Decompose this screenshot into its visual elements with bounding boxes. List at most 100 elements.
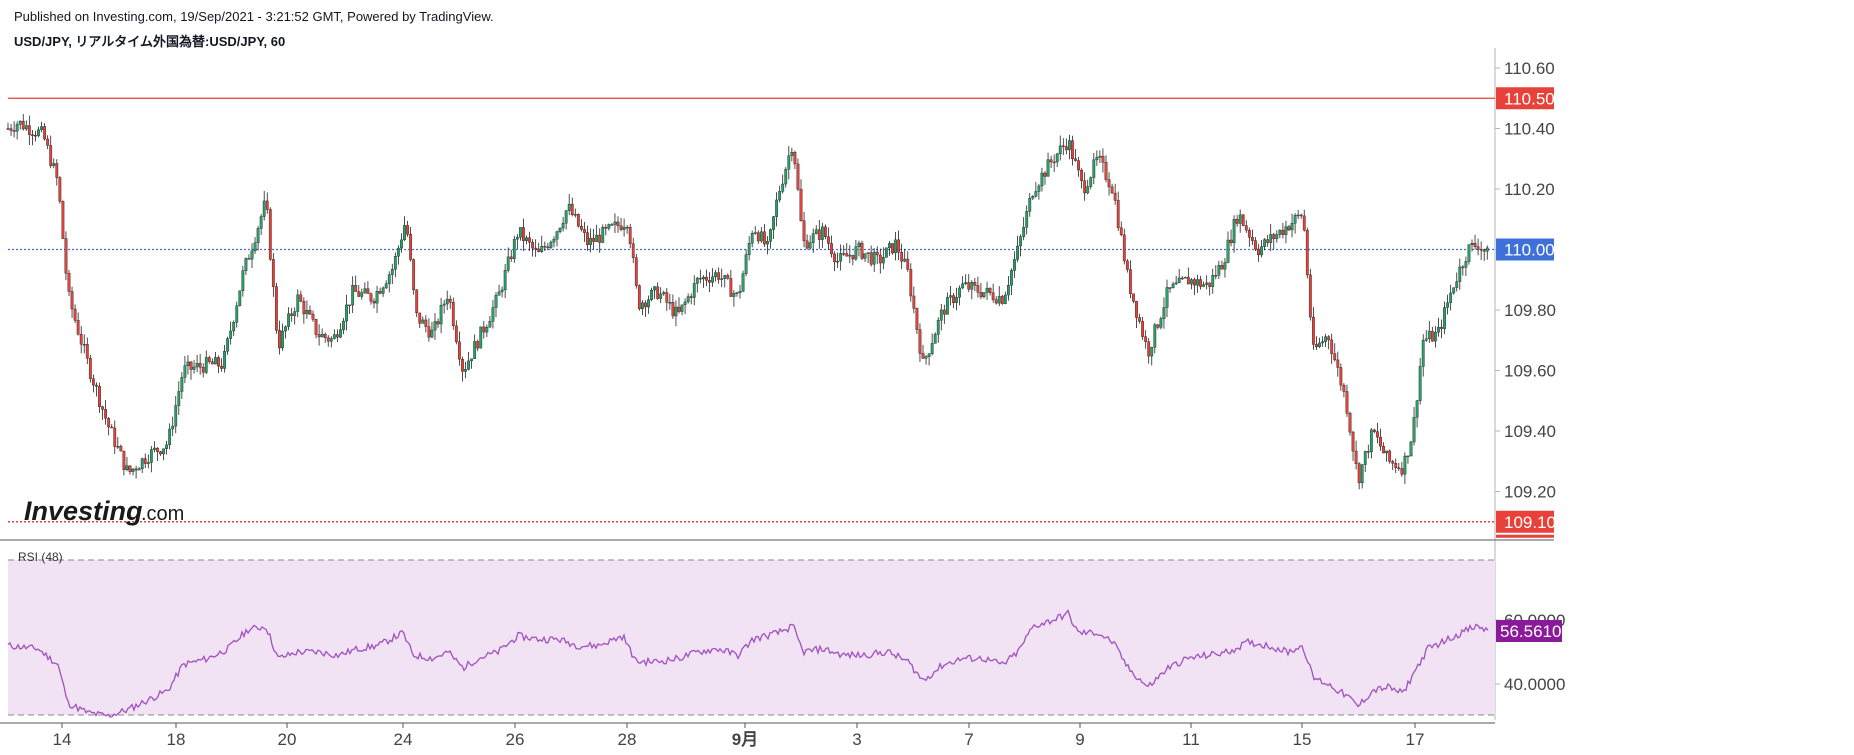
candle-up xyxy=(1003,294,1007,304)
candle-down xyxy=(217,357,220,367)
candle-up xyxy=(680,304,684,312)
candle-down xyxy=(1049,159,1053,163)
candle-up xyxy=(1037,185,1041,192)
candle-down xyxy=(988,287,992,293)
candle-up xyxy=(711,276,714,283)
logo-suffix: .com xyxy=(141,503,184,525)
candle-up xyxy=(1022,226,1026,237)
candle-down xyxy=(869,252,873,265)
candle-up xyxy=(1409,441,1413,457)
candle-down xyxy=(73,308,77,321)
resistance-badge: 110.50 xyxy=(1504,89,1555,108)
candle-up xyxy=(1174,282,1178,285)
candle-up xyxy=(924,356,928,359)
candle-down xyxy=(634,257,638,286)
candle-up xyxy=(1290,223,1294,231)
candle-down xyxy=(88,358,92,379)
candle-down xyxy=(159,451,162,455)
candle-down xyxy=(1397,467,1401,469)
candle-up xyxy=(131,468,135,472)
candle-down xyxy=(43,126,47,140)
candle-up xyxy=(567,203,571,211)
time-tick-label: 9月 xyxy=(732,730,758,749)
candle-down xyxy=(1345,391,1349,414)
candle-up xyxy=(393,256,397,270)
candle-up xyxy=(375,291,379,304)
candle-up xyxy=(1293,215,1297,224)
candle-up xyxy=(784,168,788,185)
candle-up xyxy=(540,245,544,252)
candle-down xyxy=(1119,227,1123,236)
candle-up xyxy=(738,291,742,293)
logo-text: Investing xyxy=(24,496,143,526)
candle-down xyxy=(531,242,535,249)
candle-up xyxy=(720,278,724,280)
candle-up xyxy=(232,321,236,332)
candle-down xyxy=(67,273,71,292)
candle-down xyxy=(576,213,580,227)
candle-up xyxy=(467,360,470,370)
candle-down xyxy=(1061,145,1065,148)
candle-down xyxy=(1168,287,1172,289)
rsi-line xyxy=(7,609,1489,718)
candle-up xyxy=(162,448,165,455)
candle-down xyxy=(878,254,882,264)
candle-down xyxy=(458,341,461,360)
candle-up xyxy=(180,377,184,392)
candle-down xyxy=(61,201,65,239)
candle-up xyxy=(903,258,907,262)
candle-down xyxy=(793,152,797,165)
candle-down xyxy=(942,309,946,315)
candle-up xyxy=(741,273,745,292)
time-tick-label: 24 xyxy=(394,730,413,749)
candle-up xyxy=(360,292,364,297)
candle-up xyxy=(137,468,141,471)
candle-down xyxy=(1052,161,1056,164)
candle-down xyxy=(189,361,193,370)
current-price-badge: 110.00 xyxy=(1504,241,1555,260)
candle-up xyxy=(659,293,663,299)
candle-down xyxy=(1391,461,1395,464)
candle-up xyxy=(497,291,501,296)
candle-up xyxy=(781,183,785,192)
candle-up xyxy=(933,334,937,344)
candle-up xyxy=(500,289,504,293)
time-tick-label: 11 xyxy=(1182,730,1200,749)
candle-up xyxy=(723,275,727,279)
candle-down xyxy=(265,200,269,210)
rsi-tick-label: 40.0000 xyxy=(1504,675,1565,694)
candle-down xyxy=(314,319,318,335)
candle-up xyxy=(769,229,772,242)
candle-up xyxy=(936,320,940,335)
candle-down xyxy=(91,378,95,386)
candle-down xyxy=(207,357,211,362)
candle-down xyxy=(1043,172,1047,177)
candle-up xyxy=(622,226,626,230)
candle-down xyxy=(461,358,464,372)
price-pane: 110.60 110.40 110.20 110.00 109.80 109.60 109.… xyxy=(0,48,1556,720)
candle-up xyxy=(1013,259,1016,271)
candle-up xyxy=(1403,455,1407,475)
candle-down xyxy=(369,293,373,302)
candle-up xyxy=(241,270,245,291)
candle-up xyxy=(1040,172,1044,187)
candle-up xyxy=(512,238,516,259)
candle-up xyxy=(519,227,522,238)
candle-up xyxy=(470,358,473,362)
candle-up xyxy=(494,295,498,308)
candle-down xyxy=(1104,161,1108,180)
candle-up xyxy=(52,163,56,166)
candle-up xyxy=(927,353,931,357)
candle-down xyxy=(805,240,809,249)
candle-up xyxy=(1318,342,1321,348)
candle-down xyxy=(122,450,126,470)
candle-up xyxy=(525,237,528,241)
candle-down xyxy=(454,325,458,343)
candle-up xyxy=(1278,229,1282,235)
candlestick-series xyxy=(6,114,1489,490)
candle-down xyxy=(598,234,602,243)
candle-up xyxy=(1275,234,1279,240)
candle-down xyxy=(1244,225,1248,231)
candle-down xyxy=(952,295,955,303)
